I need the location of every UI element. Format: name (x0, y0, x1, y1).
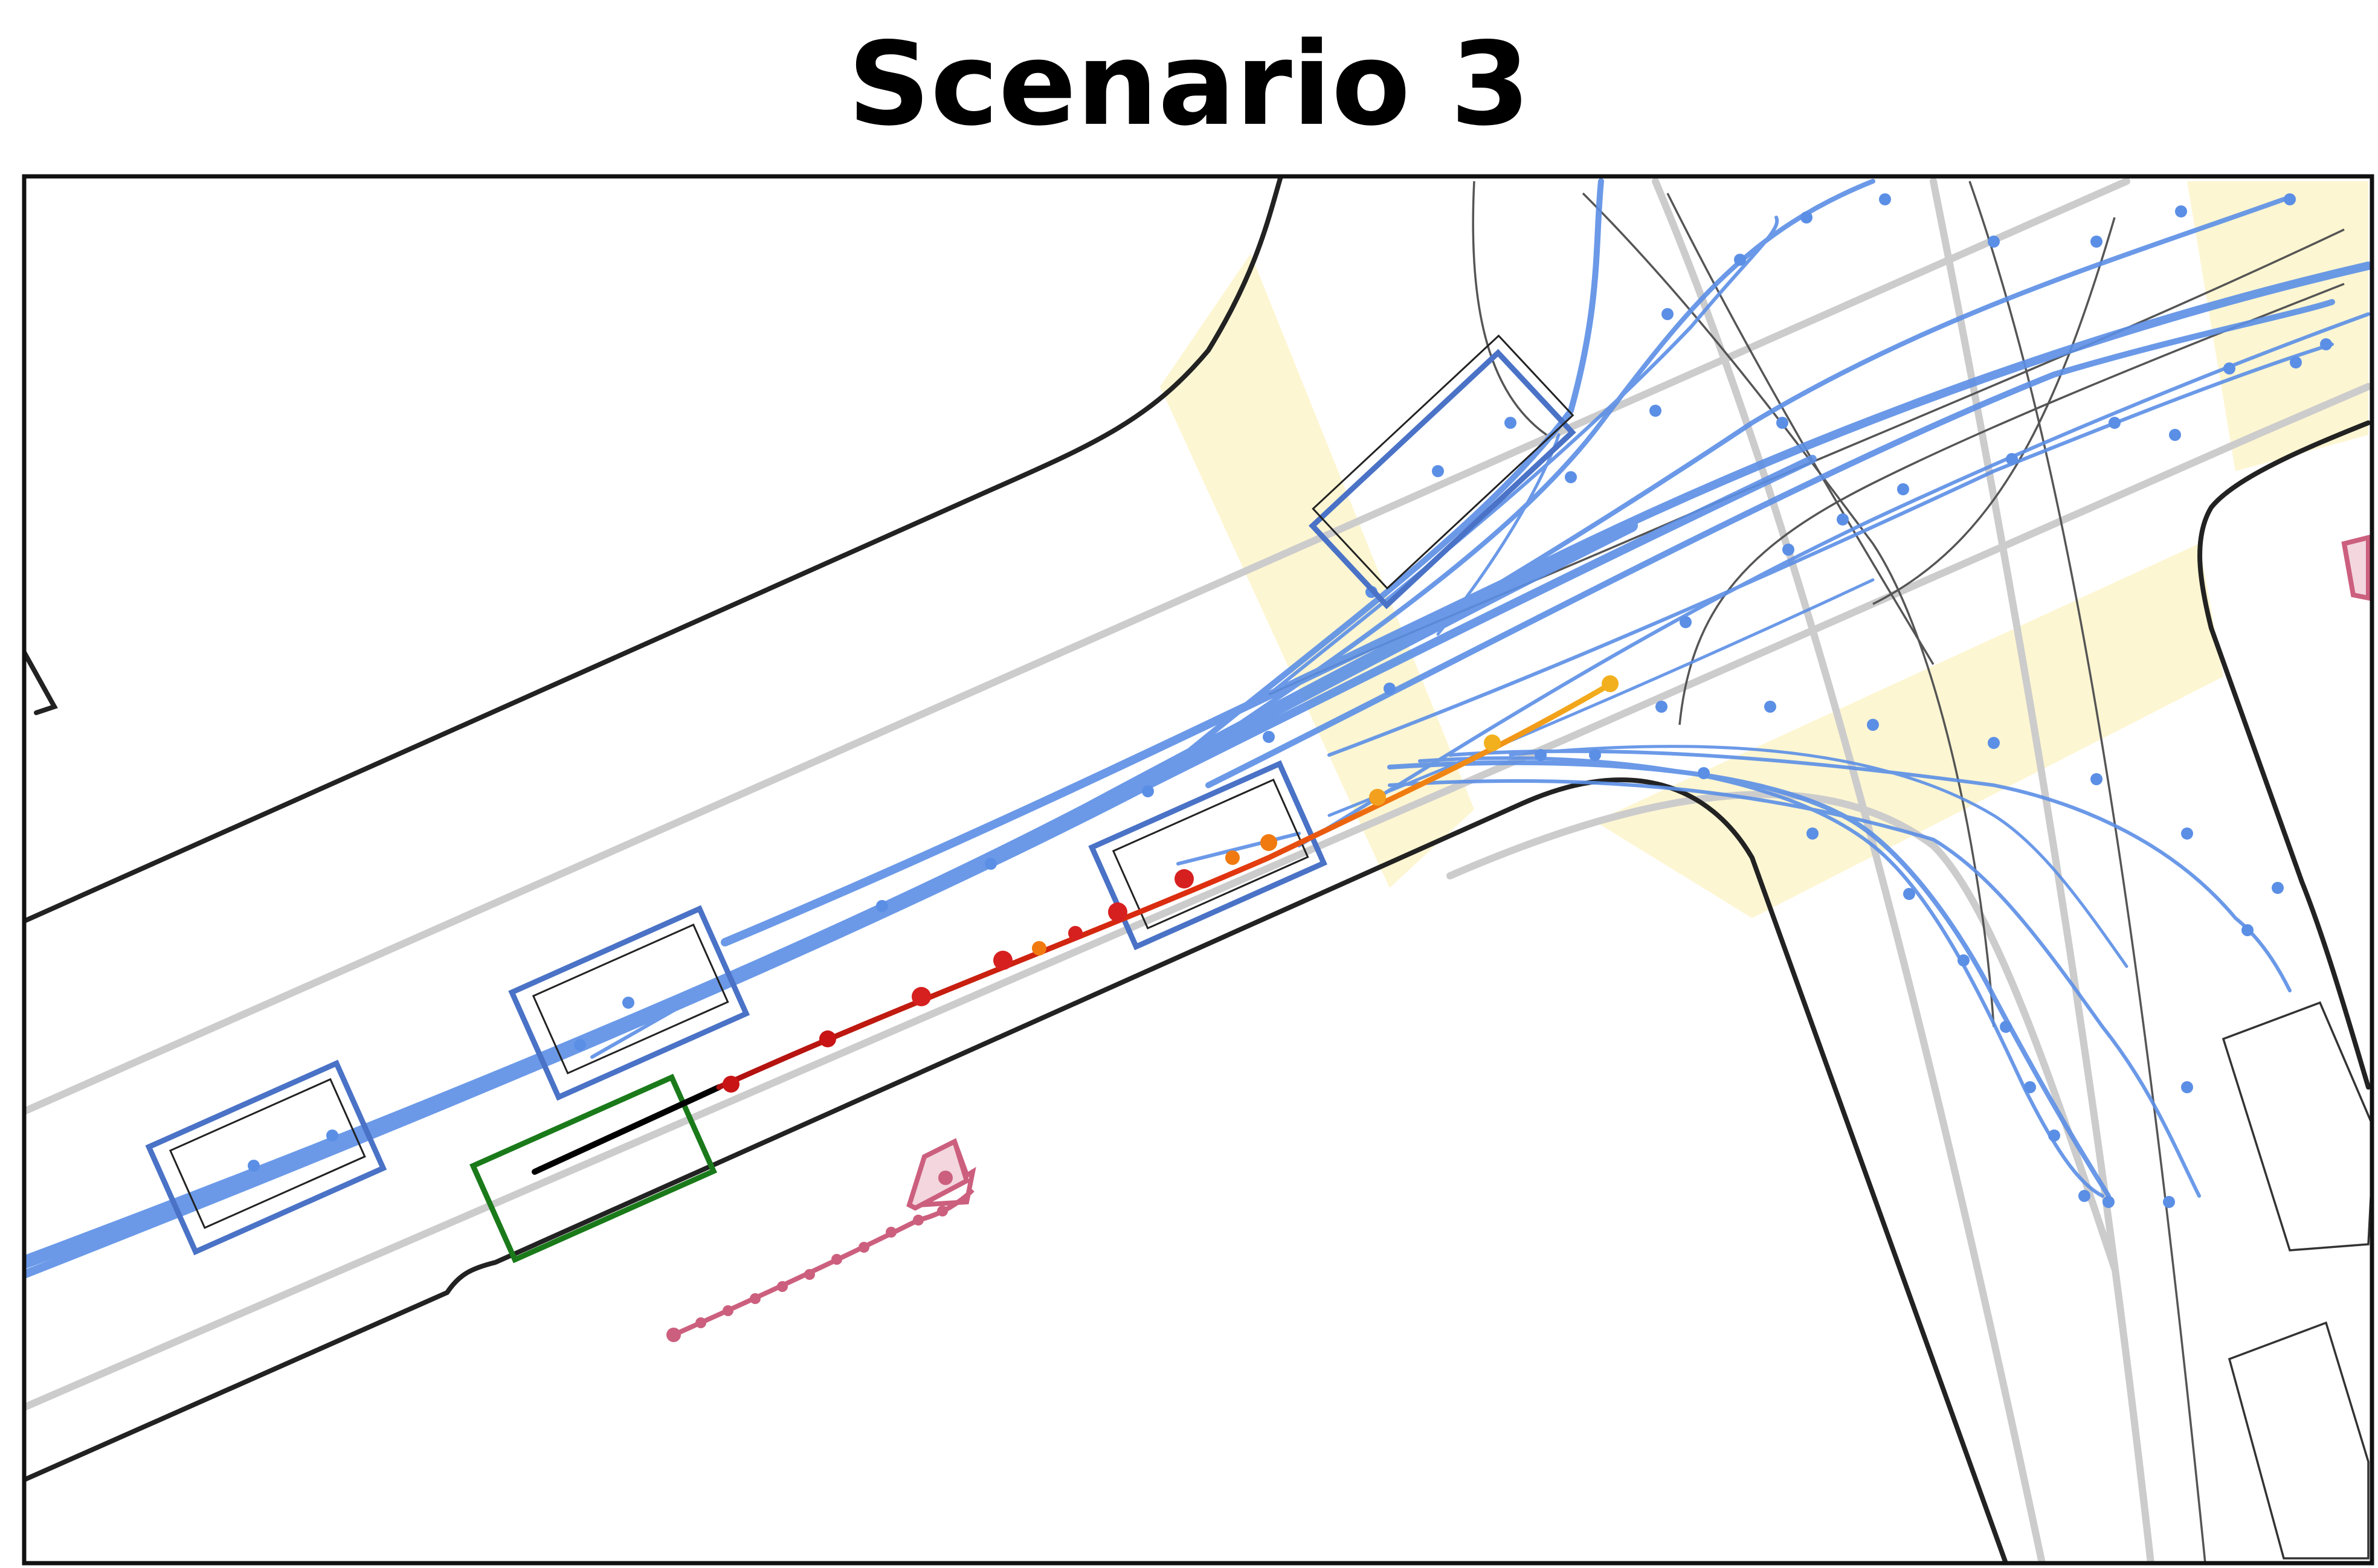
pedestrian-trajectory (672, 1188, 975, 1337)
crosswalk-2 (1595, 544, 2223, 918)
ego-history (532, 1084, 722, 1175)
agent-box-3 (1088, 760, 1327, 951)
agent-trajectories (24, 178, 2372, 1279)
scenario-title: Scenario 3 (848, 18, 1530, 151)
crosswalk-3 (2187, 181, 2368, 471)
ego-vehicle (469, 675, 1619, 1264)
static-boxes (2222, 1001, 2372, 1560)
agent-box-1 (145, 1059, 387, 1256)
agent-box-2 (508, 905, 750, 1101)
agent-boxes (145, 334, 1576, 1256)
pedestrian-marker (906, 1138, 970, 1211)
pedestrian-dots (666, 1206, 948, 1342)
lane-centerlines (24, 178, 2372, 1563)
agent-trajectory-dots (248, 193, 2332, 1208)
pedestrian-marker-2 (2341, 534, 2371, 601)
agent-box-4 (1308, 334, 1576, 609)
plot-frame (22, 174, 2374, 1566)
ego-prediction (716, 680, 1616, 1090)
pedestrian (666, 534, 2371, 1342)
ego-box (469, 1073, 717, 1264)
ego-prediction-dots (723, 675, 1619, 1093)
crosswalks (1160, 181, 2368, 918)
